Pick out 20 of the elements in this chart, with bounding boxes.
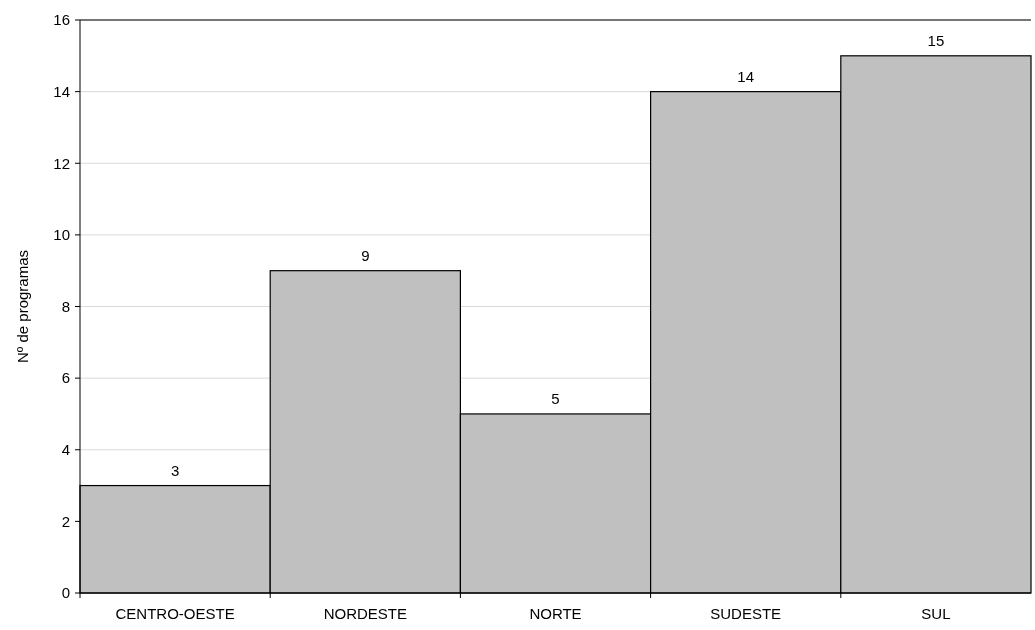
y-tick-label: 0	[61, 584, 70, 602]
x-tick-label: SUL	[921, 605, 951, 622]
x-tick-label: NORTE	[529, 605, 582, 622]
y-tick-label: 12	[53, 154, 70, 172]
data-label: 15	[927, 31, 945, 49]
y-tick-label: 8	[61, 297, 70, 315]
data-label: 3	[170, 461, 180, 479]
y-tick-label: 14	[53, 82, 70, 100]
y-axis-title: Nº de programas	[14, 249, 31, 364]
x-tick-label: SUDESTE	[710, 605, 782, 622]
y-tick-label: 4	[61, 441, 70, 458]
y-tick-label: 10	[53, 226, 70, 244]
x-tick-label: CENTRO-OESTE	[115, 605, 235, 622]
data-label: 9	[361, 246, 370, 264]
y-tick-label: 16	[53, 11, 70, 29]
data-label: 5	[551, 389, 560, 407]
y-tick-label: 2	[61, 512, 70, 530]
data-label: 14	[737, 67, 755, 85]
y-tick-label: 6	[61, 369, 70, 387]
x-tick-label: NORDESTE	[323, 605, 407, 622]
